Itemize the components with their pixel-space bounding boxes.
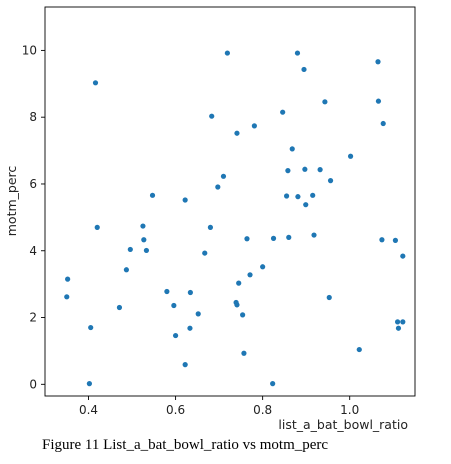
scatter-point [251, 123, 257, 129]
scatter-point [379, 237, 385, 243]
scatter-point [234, 302, 240, 308]
scatter-point [294, 50, 301, 56]
scatter-point [92, 80, 99, 86]
scatter-point [241, 350, 247, 356]
scatter-point [375, 98, 382, 104]
scatter-point [141, 237, 147, 243]
scatter-point [327, 178, 334, 184]
y-tick-label: 10 [22, 43, 37, 57]
x-tick-label: 0.8 [253, 403, 272, 417]
scatter-point [283, 193, 290, 199]
scatter-point [64, 294, 70, 300]
scatter-point [182, 197, 188, 203]
scatter-point [302, 166, 308, 172]
scatter-point [202, 250, 208, 256]
scatter-point [240, 312, 246, 318]
scatter-point [149, 192, 156, 198]
scatter-point [347, 153, 354, 159]
figure-caption: Figure 11 List_a_bat_bowl_ratio vs motm_… [42, 437, 329, 453]
scatter-point [116, 304, 123, 311]
scatter-point [400, 253, 406, 259]
scatter-point [234, 130, 240, 136]
scatter-point [88, 324, 94, 331]
scatter-point [285, 168, 291, 174]
scatter-point [286, 234, 292, 240]
scatter-point [392, 237, 399, 243]
scatter-point [207, 224, 214, 230]
scatter-point [182, 362, 188, 368]
scatter-point [195, 311, 201, 317]
scatter-point [260, 264, 266, 270]
y-axis-label: motm_perc [4, 166, 19, 237]
plot-frame [44, 6, 416, 397]
scatter-point [356, 346, 362, 353]
data-points [64, 50, 406, 387]
scatter-point [143, 247, 150, 254]
scatter-point [220, 173, 227, 179]
scatter-point [311, 232, 317, 238]
scatter-point [289, 146, 295, 152]
scatter-point [123, 267, 129, 273]
scatter-point [295, 194, 301, 200]
scatter-point [400, 319, 406, 325]
scatter-point [322, 99, 328, 105]
scatter-point [171, 302, 177, 309]
x-tick-label: 0.4 [79, 403, 98, 417]
scatter-point [394, 319, 401, 325]
scatter-point [65, 276, 71, 282]
scatter-point [172, 332, 179, 339]
scatter-point [224, 50, 230, 56]
scatter-point [86, 381, 92, 387]
scatter-point [215, 184, 221, 190]
scatter-point [244, 236, 250, 242]
scatter-point [380, 120, 386, 127]
x-tick-label: 1.0 [340, 403, 359, 417]
y-tick-label: 8 [29, 110, 37, 124]
y-axis-ticks: 0 2 4 6 8 10 [22, 43, 45, 391]
scatter-point [375, 59, 381, 65]
scatter-point [127, 246, 133, 253]
y-tick-label: 4 [29, 244, 37, 258]
scatter-point [187, 289, 193, 296]
scatter-point [395, 325, 402, 331]
x-tick-label: 0.6 [166, 403, 185, 417]
scatter-point [236, 280, 242, 286]
scatter-point [187, 325, 193, 331]
scatter-point [247, 272, 253, 278]
scatter-point [209, 113, 215, 119]
y-tick-label: 6 [29, 177, 37, 191]
scatter-point [94, 224, 100, 230]
y-tick-label: 0 [29, 377, 37, 391]
scatter-point [326, 294, 332, 301]
scatter-point [310, 192, 316, 198]
scatter-point [303, 202, 309, 208]
scatter-point [280, 109, 286, 115]
scatter-point [301, 66, 307, 73]
scatter-point [270, 381, 276, 387]
scatter-point [317, 167, 323, 173]
scatter-point [140, 223, 146, 229]
y-tick-label: 2 [29, 311, 37, 325]
scatter-point [164, 288, 170, 295]
x-axis-ticks: 0.4 0.6 0.8 1.0 [79, 396, 359, 417]
scatter-point [270, 235, 277, 241]
x-axis-label: list_a_bat_bowl_ratio [278, 417, 408, 432]
